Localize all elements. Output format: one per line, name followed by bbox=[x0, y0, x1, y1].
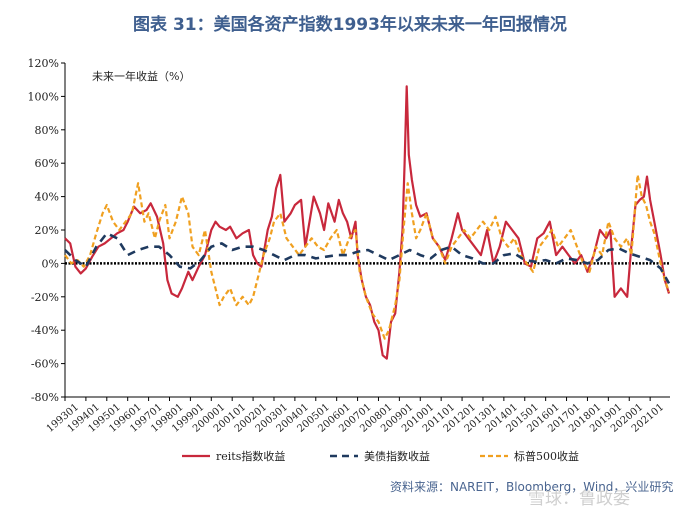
series-line-2 bbox=[64, 173, 671, 340]
y-tick-label: 120% bbox=[28, 57, 59, 70]
legend-label-1: 美债指数收益 bbox=[364, 449, 430, 463]
legend-label-0: reits指数收益 bbox=[216, 449, 285, 463]
series-group bbox=[64, 85, 671, 360]
y-tick-label: 80% bbox=[35, 124, 59, 137]
series-line-1 bbox=[64, 232, 671, 285]
watermark-text: 雪球：鲁政委 bbox=[528, 489, 630, 509]
y-tick-label: 0% bbox=[42, 257, 59, 270]
series-line-0 bbox=[64, 85, 671, 360]
y-tick-label: -80% bbox=[31, 391, 59, 404]
y-tick-label: -20% bbox=[31, 291, 59, 304]
x-axis: 1993011994011995011996011997011998011999… bbox=[45, 396, 670, 435]
y-axis: 120% 100% 80% 60% 40% 20% 0% -20% -40% -60% -80% bbox=[28, 57, 66, 404]
y-tick-label: 60% bbox=[35, 157, 59, 170]
source-note: 资料来源：NAREIT，Bloomberg，Wind，兴业研究 bbox=[390, 480, 674, 494]
legend-label-2: 标普500收益 bbox=[514, 449, 579, 463]
y-tick-label: -40% bbox=[31, 324, 59, 337]
y-tick-label: 20% bbox=[35, 224, 59, 237]
y-tick-label: 100% bbox=[28, 90, 59, 103]
y-tick-label: 40% bbox=[35, 191, 59, 204]
legend: reits指数收益 美债指数收益 标普500收益 bbox=[182, 449, 579, 463]
axis-annotation: 未来一年收益（%） bbox=[92, 69, 190, 83]
page-title: 图表 31：美国各资产指数1993年以来未来一年回报情况 bbox=[133, 15, 567, 35]
y-tick-label: -60% bbox=[31, 358, 59, 371]
